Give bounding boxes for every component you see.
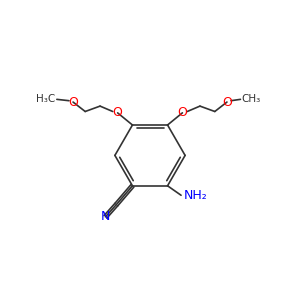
Text: CH₃: CH₃ [242,94,261,104]
Text: N: N [101,210,110,223]
Text: NH₂: NH₂ [184,189,208,202]
Text: H₃C: H₃C [36,94,56,104]
Text: O: O [222,96,232,109]
Text: O: O [68,96,78,109]
Text: O: O [113,106,122,119]
Text: O: O [178,106,187,119]
